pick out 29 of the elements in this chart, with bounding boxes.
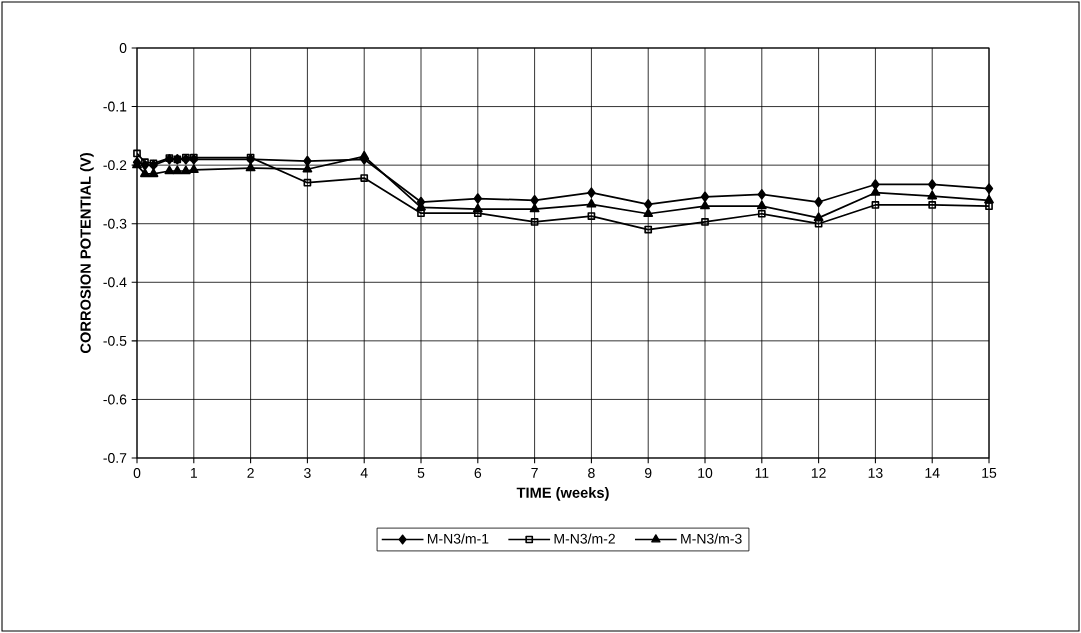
- x-tick-label: 6: [474, 468, 482, 478]
- y-tick-label: -0.1: [103, 101, 127, 112]
- x-tick-label: 0: [133, 468, 141, 478]
- x-tick-label: 9: [644, 468, 652, 478]
- y-tick-label: -0.6: [103, 394, 127, 405]
- x-tick-label: 11: [755, 468, 769, 478]
- x-tick-label: 5: [417, 468, 425, 478]
- x-tick-label: 13: [868, 468, 883, 478]
- y-tick-label: -0.7: [103, 453, 127, 463]
- y-tick-label: -0.3: [103, 218, 127, 229]
- y-tick-label: -0.5: [103, 335, 127, 346]
- x-tick-label: 7: [531, 468, 538, 478]
- y-tick-label: -0.2: [103, 160, 127, 171]
- x-tick-label: 10: [698, 468, 713, 478]
- x-tick-label: 12: [811, 468, 826, 478]
- legend-label: M-N3/m-2: [554, 533, 615, 544]
- legend-label: M-N3/m-3: [681, 533, 742, 544]
- x-tick-label: 2: [247, 468, 254, 478]
- legend-label: M-N3/m-1: [427, 533, 489, 544]
- y-tick-label: -0.4: [103, 277, 127, 288]
- x-tick-label: 14: [925, 468, 940, 478]
- x-tick-label: 3: [304, 468, 311, 478]
- x-tick-label: 4: [360, 468, 368, 478]
- x-axis-title: TIME (weeks): [516, 487, 609, 501]
- x-tick-label: 15: [982, 468, 997, 478]
- x-tick-label: 1: [190, 468, 197, 478]
- x-tick-label: 8: [588, 468, 595, 478]
- y-axis-title: CORROSION POTENTIAL (V): [80, 153, 94, 354]
- y-tick-label: 0: [119, 43, 127, 53]
